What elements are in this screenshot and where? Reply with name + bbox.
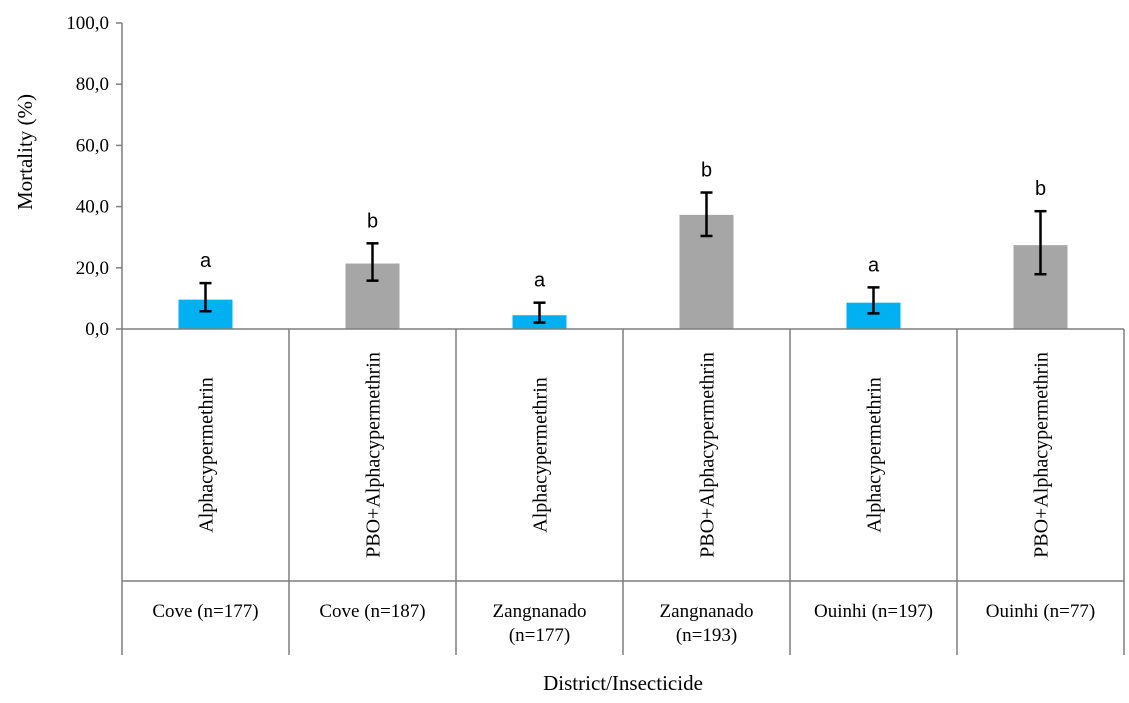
error-bar-2 bbox=[366, 242, 379, 282]
y-tick-label: 0,0 bbox=[85, 319, 109, 340]
y-tick-label: 20,0 bbox=[76, 258, 109, 279]
y-tick-label: 80,0 bbox=[76, 74, 109, 95]
district-label: Cove (n=177) bbox=[152, 601, 258, 622]
error-bars-layer bbox=[199, 191, 1047, 324]
y-tick-label: 40,0 bbox=[76, 197, 109, 218]
error-bar-1 bbox=[199, 281, 212, 313]
district-label: Ouinhi (n=197) bbox=[814, 601, 933, 622]
district-label: Ouinhi (n=77) bbox=[986, 601, 1095, 622]
significance-label: b bbox=[1035, 178, 1046, 200]
significance-label: b bbox=[701, 160, 712, 182]
error-bar-5 bbox=[867, 286, 880, 315]
error-bar-4 bbox=[700, 191, 713, 238]
insecticide-label: Alphacypermethrin bbox=[196, 377, 218, 533]
district-label: Zangnanado bbox=[493, 601, 587, 622]
significance-label: a bbox=[200, 250, 212, 272]
significance-label: a bbox=[534, 270, 546, 292]
significance-label: b bbox=[367, 210, 378, 232]
district-label: Cove (n=187) bbox=[319, 601, 425, 622]
district-label: (n=193) bbox=[676, 625, 737, 646]
error-bar-3 bbox=[533, 301, 546, 324]
district-label: (n=177) bbox=[509, 625, 570, 646]
labels-layer: a Alphacypermethrin Cove (n=177) b PBO+Alpha… bbox=[152, 160, 1095, 646]
y-tick-label: 100,0 bbox=[66, 13, 109, 34]
axes-layer: 0,0 20,0 40,0 60,0 80,0 100,0 bbox=[66, 13, 1125, 655]
significance-label: a bbox=[868, 254, 880, 276]
insecticide-label: PBO+Alphacypermethrin bbox=[363, 352, 385, 558]
y-tick-label: 60,0 bbox=[76, 135, 109, 156]
insecticide-label: Alphacypermethrin bbox=[864, 377, 886, 533]
district-label: Zangnanado bbox=[660, 601, 754, 622]
insecticide-label: PBO+Alphacypermethrin bbox=[697, 352, 719, 558]
bars-layer bbox=[178, 214, 1068, 329]
insecticide-label: PBO+Alphacypermethrin bbox=[1031, 352, 1053, 558]
y-axis-title: Mortality (%) bbox=[13, 94, 37, 210]
x-axis-title: District/Insecticide bbox=[543, 671, 703, 695]
error-bar-6 bbox=[1034, 209, 1047, 276]
insecticide-label: Alphacypermethrin bbox=[530, 377, 552, 533]
